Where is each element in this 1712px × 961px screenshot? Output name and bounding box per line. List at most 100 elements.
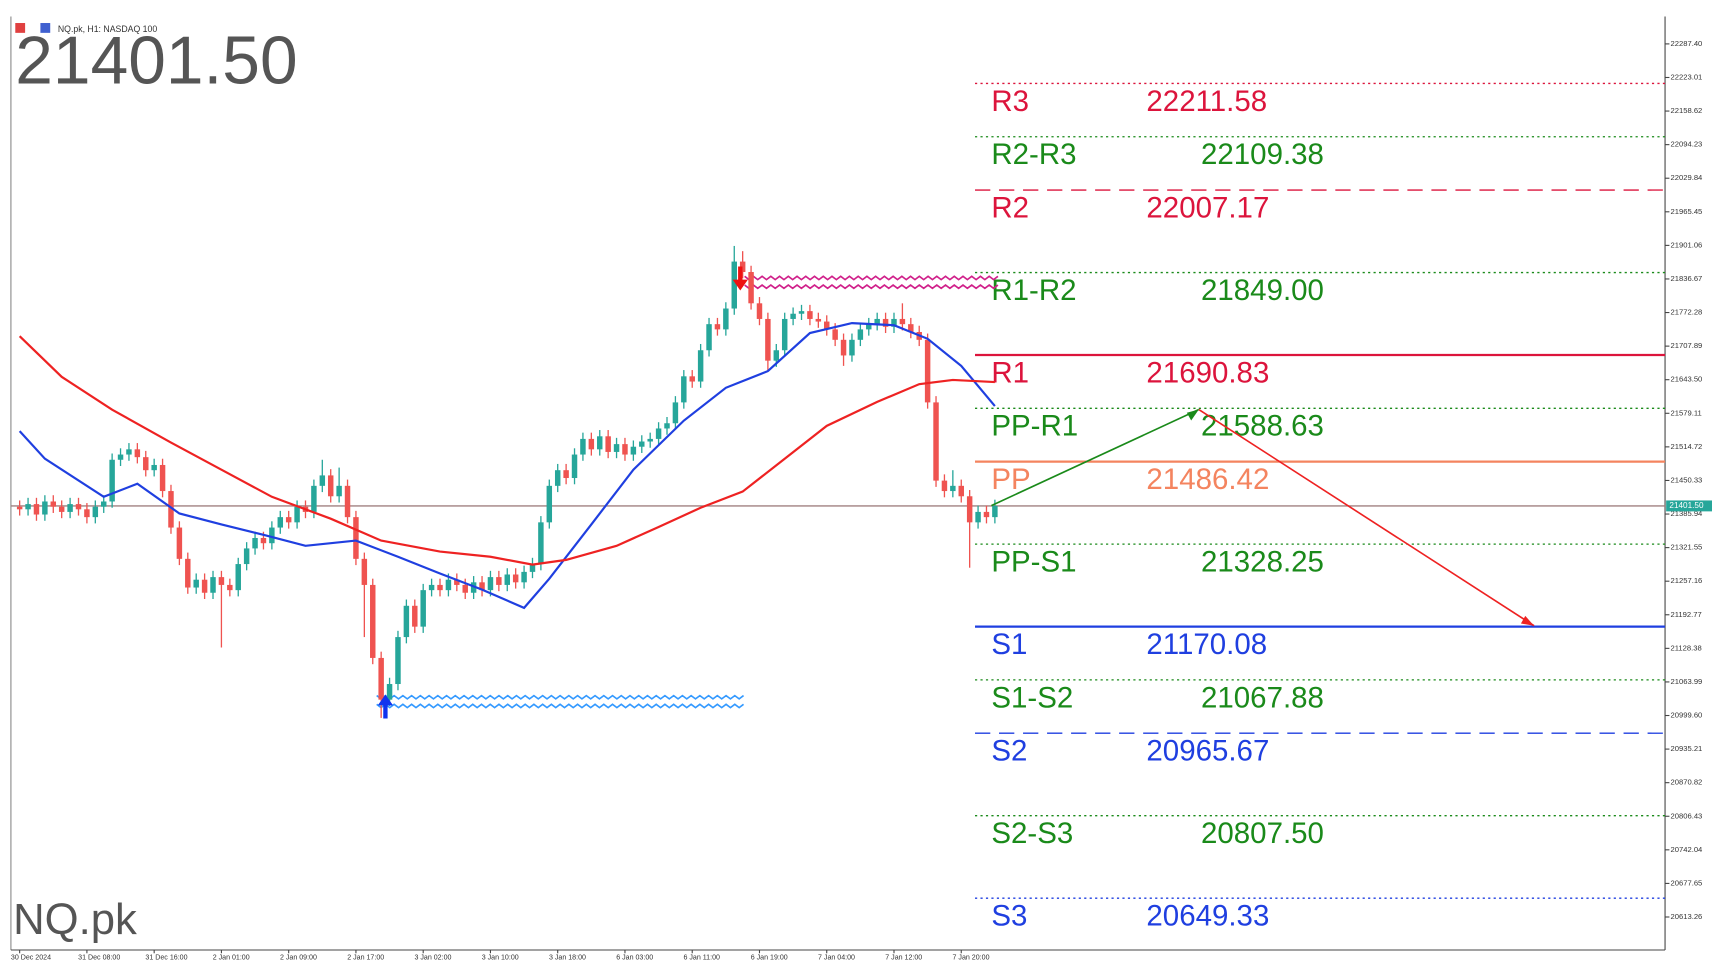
candle-body [832,329,838,340]
x-tick-label: 6 Jan 19:00 [751,954,788,961]
candle-body [899,318,906,325]
candle-body [891,318,897,327]
pivot-name: S1 [991,628,1027,661]
candle-body [723,308,729,330]
pivot-value: 21170.08 [1146,628,1267,661]
pivot-value: 22007.17 [1146,191,1269,224]
candle-body [42,501,48,515]
last-price-tag-label: 21401.50 [1669,501,1704,510]
candle-body [344,485,351,518]
zigzag [376,703,745,709]
y-tick-label: 21063.99 [1671,677,1703,686]
projection-down [1198,408,1535,627]
y-tick-label: 22158.62 [1671,106,1703,115]
candle-body [445,579,452,591]
candle-body [781,318,788,351]
candle-body [529,564,536,572]
candle-body [269,527,275,544]
y-tick-label: 21514.72 [1671,442,1703,451]
pivot-name: S2-S3 [991,817,1073,850]
candle-body [277,517,284,528]
pivot-name: R3 [991,85,1029,118]
candle-body [571,454,578,479]
candle-body [815,318,822,322]
candle-body [546,485,553,523]
candle-body [798,311,805,314]
candle-body [992,505,998,518]
y-tick-label: 20935.21 [1671,744,1703,753]
arrow-head [1186,409,1199,421]
candle-body [622,444,628,455]
moving-average [18,335,995,566]
candle-body [370,584,376,658]
y-tick-label: 21836.67 [1671,274,1703,283]
candle-body [647,438,653,442]
candle-body [84,509,90,518]
candle-body [681,376,687,403]
candle-body [294,506,300,523]
y-tick-label: 21385.94 [1671,509,1704,518]
y-tick-label: 21772.28 [1671,308,1703,317]
pivot-value: 21067.88 [1201,681,1324,714]
pivot-value: 22109.38 [1201,138,1324,171]
projection-up [991,408,1200,507]
chart-title: NQ.pk, H1: NASDAQ 100 [58,24,157,34]
symbol: NQ.pk [13,895,137,944]
pivot-name: PP-R1 [991,410,1078,443]
candle-body [487,577,494,591]
candle-body [462,584,468,593]
x-tick-label: 3 Jan 02:00 [414,954,451,961]
candle-body [748,272,754,304]
buy-arrow [377,694,394,719]
y-tick-label: 22029.84 [1671,173,1704,182]
candle-body [588,438,595,450]
y-tick-label: 21707.89 [1671,341,1703,350]
y-tick-label: 22094.23 [1671,140,1703,149]
last-price: 21401.50 [15,23,297,98]
candle-body [227,584,233,591]
candle-body [327,475,334,497]
x-tick-label: 3 Jan 10:00 [482,954,519,961]
candle-body [100,501,107,507]
candle-body [75,504,82,510]
y-tick-label: 20742.04 [1671,845,1704,854]
candle-body [697,350,704,382]
x-tick-label: 30 Dec 2024 [11,954,51,961]
candle-body [597,436,603,450]
candle-body [706,324,712,351]
candle-body [613,444,620,452]
x-tick-label: 31 Dec 08:00 [78,954,120,961]
pivot-value: 22211.58 [1146,85,1267,118]
candle-body [378,657,384,700]
candle-body [67,504,73,512]
y-tick-label: 21901.06 [1671,240,1703,249]
zigzag [744,284,999,290]
candle-body [218,577,225,585]
pivot-value: 20965.67 [1146,735,1269,768]
x-tick-label: 7 Jan 12:00 [885,954,922,961]
x-tick-label: 6 Jan 11:00 [683,954,720,961]
candle-body [428,584,435,591]
pivot-value: 20807.50 [1201,817,1324,850]
x-tick-label: 3 Jan 18:00 [549,954,586,961]
candle-body [655,428,662,439]
candle-body [950,485,956,492]
candle-body [92,506,99,518]
candle-body [824,321,830,330]
pivot-name: S2 [991,735,1027,768]
candle-body [143,457,149,471]
candle-body [882,318,889,327]
y-tick-label: 21321.55 [1671,543,1703,552]
candle-body [336,485,342,497]
y-tick-label: 20613.26 [1671,912,1703,921]
candle-body [243,548,250,565]
candle-body [395,637,401,685]
candle-body [512,574,519,583]
candle-body [311,485,317,512]
candle-body [521,571,527,583]
candle-body [874,318,880,325]
candle-body [908,324,914,332]
candle-body [739,261,746,273]
candle-body [975,511,981,523]
candle-body [538,522,544,565]
